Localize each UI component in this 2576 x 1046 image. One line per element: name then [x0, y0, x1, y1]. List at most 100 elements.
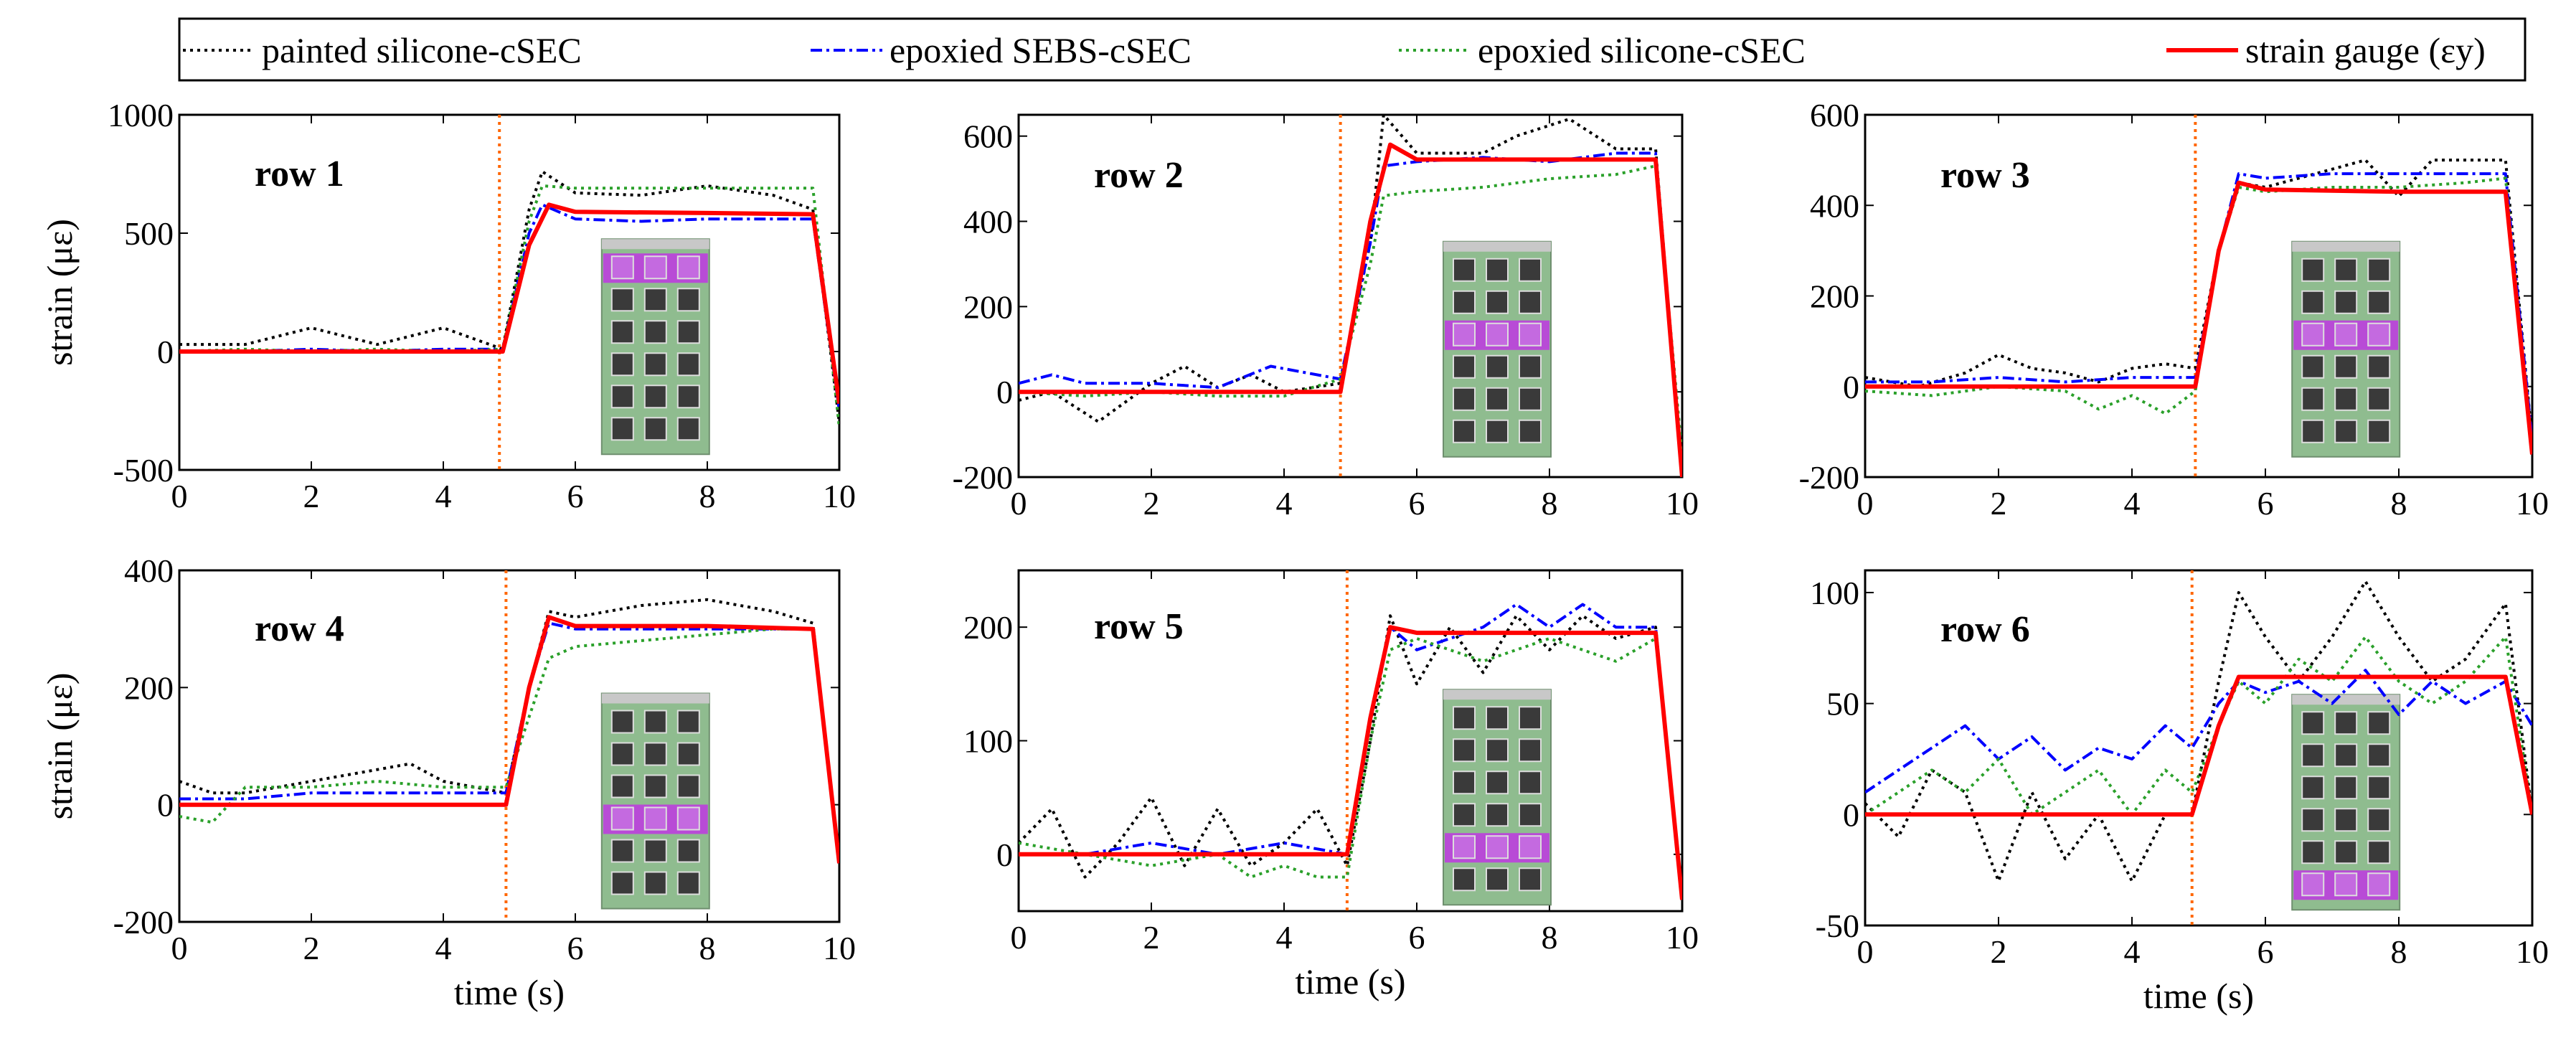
inset-sensor-cell [643, 288, 667, 312]
y-axis-label: strain (με) [39, 219, 80, 366]
panel-title: row 3 [1940, 155, 2030, 196]
inset-header-strip [1443, 241, 1551, 252]
inset-header-strip [1443, 689, 1551, 700]
series-line-epoxied-sebs-csec [1865, 669, 2532, 794]
y-tick-label: -500 [113, 452, 174, 489]
x-tick-label: 0 [171, 478, 188, 514]
inset-sensor-cell [1453, 738, 1476, 763]
inset-sensor-cell [1486, 258, 1509, 282]
inset-sensor-cell [2301, 290, 2325, 314]
legend-item-epoxied-silicone-csec: epoxied silicone-cSEC [1399, 30, 1806, 70]
inset-sensor-cell [2367, 840, 2391, 864]
x-tick-label: 10 [1666, 485, 1699, 522]
inset-sensor-cell [1453, 322, 1476, 347]
inset-sensor-cell [2334, 743, 2358, 768]
series-line-epoxied-silicone-csec [1865, 176, 2532, 455]
inset-sensor-cell [1519, 419, 1542, 443]
sensor-array-inset [2291, 694, 2401, 911]
y-tick-label: 100 [1810, 575, 1859, 611]
series-line-strain-gauge-y [1865, 180, 2532, 455]
y-tick-label: -200 [1799, 459, 1859, 496]
inset-sensor-cell [2334, 776, 2358, 800]
inset-sensor-cell [2334, 322, 2358, 347]
y-tick-label: 600 [963, 118, 1013, 155]
inset-sensor-cell [2334, 354, 2358, 379]
legend-label: epoxied silicone-cSEC [1478, 30, 1806, 70]
inset-sensor-cell [643, 255, 667, 280]
inset-sensor-cell [1486, 803, 1509, 827]
y-tick-label: 600 [1810, 97, 1859, 133]
x-tick-label: 4 [1276, 919, 1293, 956]
y-tick-label: 100 [963, 723, 1013, 760]
x-tick-label: 2 [1143, 919, 1160, 956]
inset-sensor-cell [610, 871, 634, 895]
inset-sensor-cell [676, 806, 700, 831]
inset-sensor-cell [1519, 835, 1542, 859]
y-tick-label: 0 [996, 837, 1013, 873]
sensor-array-inset [600, 238, 710, 456]
inset-sensor-cell [2367, 808, 2391, 832]
inset-sensor-cell [1486, 419, 1509, 443]
x-axis-label: time (s) [454, 972, 565, 1012]
y-tick-label: 400 [963, 204, 1013, 240]
inset-sensor-cell [643, 839, 667, 863]
inset-header-strip [2292, 241, 2400, 252]
inset-sensor-cell [2367, 743, 2391, 768]
y-tick-label: 0 [157, 334, 174, 370]
inset-sensor-cell [676, 871, 700, 895]
inset-sensor-cell [610, 710, 634, 734]
inset-sensor-cell [2301, 872, 2325, 897]
legend-label: strain gauge (εy) [2245, 30, 2486, 70]
sensor-array-inset [600, 692, 710, 910]
series-line-strain-gauge-y [1019, 142, 1682, 477]
inset-header-strip [601, 693, 709, 704]
series-line-strain-gauge-y [1019, 625, 1682, 900]
legend-label: painted silicone-cSEC [262, 30, 582, 70]
series-line-epoxied-sebs-csec [1019, 603, 1682, 900]
plot-frame [178, 113, 841, 471]
inset-sensor-cell [676, 255, 700, 280]
inset-sensor-cell [1453, 354, 1476, 379]
inset-sensor-cell [2301, 258, 2325, 282]
inset-sensor-cell [1519, 803, 1542, 827]
inset-sensor-cell [2334, 258, 2358, 282]
panel-title: row 1 [255, 154, 344, 194]
inset-sensor-cell [2367, 387, 2391, 411]
inset-sensor-cell [643, 417, 667, 441]
y-tick-label: 0 [1843, 369, 1859, 405]
inset-sensor-cell [643, 320, 667, 344]
y-tick-label: -50 [1816, 908, 1859, 944]
series-line-painted-silicone-csec [179, 170, 839, 423]
inset-sensor-cell [1486, 738, 1509, 763]
y-tick-label: 0 [157, 787, 174, 824]
inset-sensor-cell [2367, 776, 2391, 800]
y-tick-label: -200 [113, 904, 174, 941]
series-line-epoxied-silicone-csec [1019, 637, 1682, 900]
inset-sensor-cell [2301, 419, 2325, 443]
x-tick-label: 10 [2516, 485, 2549, 522]
inset-sensor-cell [610, 774, 634, 798]
legend-item-painted-silicone-csec: painted silicone-cSEC [183, 30, 582, 70]
inset-sensor-cell [1486, 706, 1509, 730]
inset-sensor-cell [2334, 290, 2358, 314]
inset-sensor-cell [2334, 840, 2358, 864]
x-tick-label: 6 [1409, 485, 1425, 522]
inset-sensor-cell [1519, 387, 1542, 411]
inset-sensor-cell [676, 352, 700, 377]
x-tick-label: 2 [1991, 485, 2007, 522]
inset-header-strip [2292, 694, 2400, 705]
x-tick-label: 4 [435, 478, 452, 514]
x-tick-label: 8 [699, 930, 716, 966]
inset-sensor-cell [1519, 867, 1542, 892]
inset-sensor-cell [1519, 290, 1542, 314]
legend-item-epoxied-sebs-csec: epoxied SEBS-cSEC [811, 30, 1192, 70]
series-group [1865, 159, 2532, 455]
inset-sensor-cell [1453, 803, 1476, 827]
x-tick-label: 6 [567, 930, 584, 966]
inset-sensor-cell [643, 352, 667, 377]
inset-sensor-cell [1519, 738, 1542, 763]
inset-sensor-cell [2301, 387, 2325, 411]
